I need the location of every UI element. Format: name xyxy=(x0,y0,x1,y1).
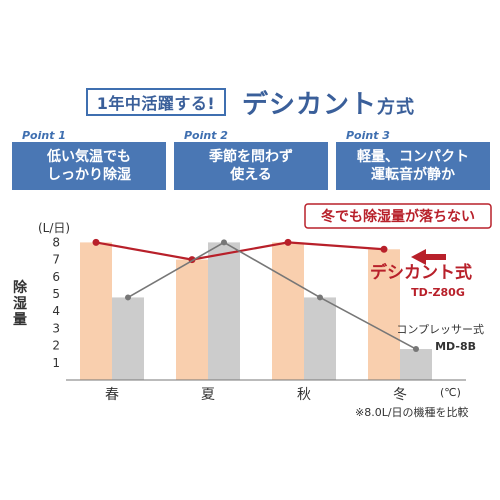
point-desiccant-3 xyxy=(380,245,388,253)
point-2-line1: 季節を問わず xyxy=(209,149,293,165)
ticks-group: 1 2 3 4 5 6 7 8 春 夏 秋 冬 除湿量 xyxy=(13,235,407,403)
y-tick-label-1: 1 xyxy=(52,356,60,370)
callout-text: 冬でも除湿量が落ちない xyxy=(321,208,475,225)
callout: 冬でも除湿量が落ちない xyxy=(304,203,492,229)
header-title: デシカント方式 xyxy=(242,84,415,121)
desiccant-series-label: デシカント式 xyxy=(370,262,472,283)
comparison-note: ※8.0L/日の機種を比較 xyxy=(355,405,469,419)
y-tick-label-7: 7 xyxy=(52,253,60,267)
x-category-label-3: 冬 xyxy=(393,387,407,403)
x-category-label-2: 秋 xyxy=(297,387,311,403)
point-3: Point 3 軽量、コンパクト 運転音が静か xyxy=(336,130,490,190)
bar-compressor-1 xyxy=(208,242,240,380)
y-axis-label-char-2: 量 xyxy=(13,312,27,328)
point-2: Point 2 季節を問わず 使える xyxy=(174,130,328,190)
y-tick-label-3: 3 xyxy=(52,321,60,335)
y-unit-label: (L/日) xyxy=(38,221,70,235)
compressor-series-label: コンプレッサー式 xyxy=(396,323,484,336)
bar-desiccant-1 xyxy=(176,259,208,380)
point-desiccant-2 xyxy=(284,238,292,246)
point-compressor-2 xyxy=(317,294,323,301)
point-compressor-3 xyxy=(413,346,419,353)
lines-group xyxy=(92,238,419,353)
compressor-model-label: MD-8B xyxy=(435,340,476,353)
point-1-line1: 低い気温でも xyxy=(47,149,131,165)
x-category-label-0: 春 xyxy=(105,387,119,403)
bars-group xyxy=(80,242,432,380)
y-tick-label-6: 6 xyxy=(52,270,60,284)
y-axis-label-char-0: 除 xyxy=(13,279,28,296)
point-1: Point 1 低い気温でも しっかり除湿 xyxy=(12,130,166,190)
header-title-suffix: 方式 xyxy=(377,97,416,118)
point-3-line2: 運転音が静か xyxy=(371,167,455,183)
y-axis-label-char-1: 湿 xyxy=(13,296,27,312)
bar-compressor-2 xyxy=(304,297,336,380)
point-desiccant-0 xyxy=(92,238,100,246)
point-compressor-0 xyxy=(125,294,131,301)
y-tick-label-8: 8 xyxy=(52,235,60,249)
point-1-line2: しっかり除湿 xyxy=(47,167,131,183)
x-unit-label: (℃) xyxy=(440,386,461,399)
point-3-box: 軽量、コンパクト 運転音が静か xyxy=(336,142,490,190)
y-tick-label-4: 4 xyxy=(52,304,60,318)
desiccant-model-label: TD-Z80G xyxy=(411,286,465,299)
bar-desiccant-3 xyxy=(368,249,400,380)
point-1-label: Point 1 xyxy=(22,129,66,142)
point-2-line2: 使える xyxy=(230,167,272,183)
x-category-label-1: 夏 xyxy=(201,387,215,403)
arrow-icon xyxy=(411,249,446,265)
bar-compressor-0 xyxy=(112,297,144,380)
line-compressor xyxy=(127,241,417,350)
point-1-box: 低い気温でも しっかり除湿 xyxy=(12,142,166,190)
header: 1年中活躍する! デシカント方式 xyxy=(0,84,500,124)
point-2-box: 季節を問わず 使える xyxy=(174,142,328,190)
bar-compressor-3 xyxy=(400,349,432,380)
bar-desiccant-2 xyxy=(272,242,304,380)
callout-box xyxy=(304,203,492,229)
header-title-main: デシカント xyxy=(242,90,378,120)
header-badge: 1年中活躍する! xyxy=(86,88,226,116)
point-compressor-1 xyxy=(221,239,227,246)
bar-desiccant-0 xyxy=(80,242,112,380)
y-tick-label-2: 2 xyxy=(52,339,60,353)
y-tick-label-5: 5 xyxy=(52,287,60,301)
point-2-label: Point 2 xyxy=(184,129,228,142)
point-3-line1: 軽量、コンパクト xyxy=(357,149,469,165)
point-3-label: Point 3 xyxy=(346,129,390,142)
